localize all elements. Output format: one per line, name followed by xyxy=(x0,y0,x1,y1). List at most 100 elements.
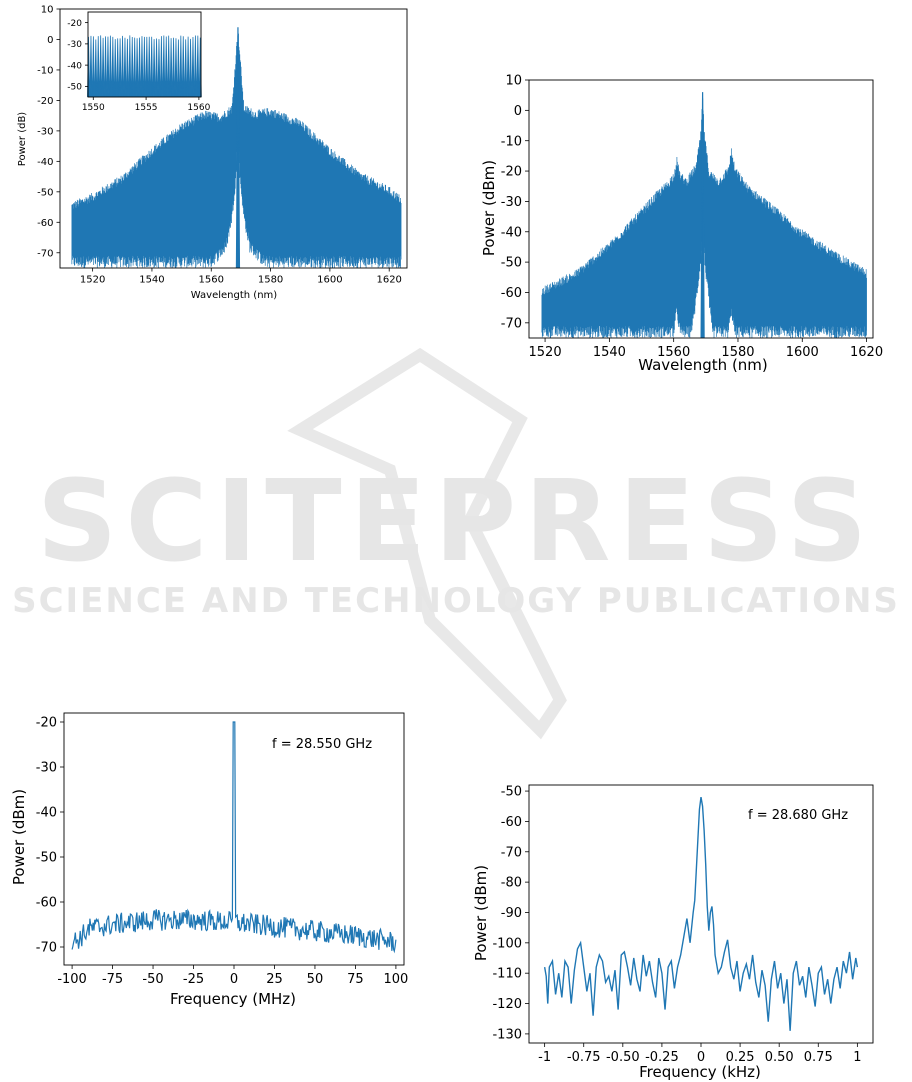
x-tick-label: -0.50 xyxy=(606,1050,640,1065)
y-tick-label: -50 xyxy=(501,785,522,800)
x-tick-label: 0 xyxy=(697,1050,705,1065)
inset-comb-series xyxy=(87,35,202,98)
x-tick-label: 1580 xyxy=(258,275,283,286)
y-tick-label: -90 xyxy=(501,906,522,921)
x-tick-label: 1600 xyxy=(786,345,819,360)
y-tick-label: -40 xyxy=(37,157,53,168)
x-tick-label: 25 xyxy=(266,972,283,987)
y-tick-label: -70 xyxy=(501,316,522,331)
x-tick-label: 0 xyxy=(230,972,238,987)
y-axis-label: Power (dBm) xyxy=(480,160,498,256)
y-tick-label: -70 xyxy=(36,941,57,956)
chart-spectrum-top-left: 1520 1540 1560 1580 1600 1620 -70 -60 -50 -40 -30 -… xyxy=(17,5,408,301)
chart-spectrum-top-right: 1520 1540 1560 1580 1600 1620 -70 -60 -50 -40 -30 -… xyxy=(480,74,883,374)
y-tick-label: 0 xyxy=(47,35,53,46)
x-tick-label: -0.75 xyxy=(567,1050,601,1065)
spectrum-series-line xyxy=(541,97,867,338)
y-tick-label: -40 xyxy=(501,225,522,240)
y-tick-label: -20 xyxy=(501,165,522,180)
y-tick-label: -60 xyxy=(501,815,522,830)
x-axis-label: Wavelength (nm) xyxy=(191,290,277,301)
y-tick-label: -50 xyxy=(67,83,82,93)
spectrum-peak xyxy=(700,92,705,338)
watermark-book-icon xyxy=(287,347,567,740)
plot-area xyxy=(71,721,397,954)
y-tick-label: -60 xyxy=(501,286,522,301)
x-axis-label: Wavelength (nm) xyxy=(638,356,768,374)
x-tick-label: 1620 xyxy=(376,275,401,286)
axis-ticks: 1520 1540 1560 1580 1600 1620 -70 -60 -50 -40 -30 -… xyxy=(501,74,883,360)
x-tick-label: 1550 xyxy=(82,103,105,113)
y-tick-label: -40 xyxy=(36,806,57,821)
y-tick-label: -30 xyxy=(36,761,57,776)
watermark-subtitle: SCIENCE AND TECHNOLOGY PUBLICATIONS xyxy=(12,581,900,621)
watermark: SCITEPRESS SCIENCE AND TECHNOLOGY PUBLIC… xyxy=(12,347,900,740)
axis-ticks: -100 -75 -50 -25 0 25 50 75 100 -70 -60 -50 -40 -30 -2… xyxy=(36,712,408,987)
x-tick-label: 50 xyxy=(307,972,324,987)
x-tick-label: 0.25 xyxy=(726,1050,755,1065)
plot-area xyxy=(541,92,867,338)
y-tick-label: -20 xyxy=(67,19,82,29)
y-tick-label: -50 xyxy=(37,187,53,198)
x-tick-label: 1620 xyxy=(850,345,883,360)
x-tick-label: 1540 xyxy=(593,345,626,360)
y-tick-label: -30 xyxy=(501,195,522,210)
y-axis-label: Power (dBm) xyxy=(472,865,490,961)
inset-chart: 1550 1555 1560 -50 -40 -30 -20 xyxy=(67,11,211,113)
x-tick-label: 1560 xyxy=(187,103,210,113)
y-tick-label: -30 xyxy=(67,40,82,50)
y-tick-label: 10 xyxy=(41,5,54,16)
y-tick-label: -70 xyxy=(37,248,53,259)
y-tick-label: -60 xyxy=(36,896,57,911)
y-tick-label: -20 xyxy=(36,716,57,731)
axis-ticks: -1 -0.75 -0.50 -0.25 0 0.25 0.50 0.75 1 -130 -120 -… xyxy=(492,784,874,1065)
rf-series-line xyxy=(543,797,859,1031)
y-tick-label: -110 xyxy=(492,967,522,982)
x-tick-label: -1 xyxy=(538,1050,551,1065)
y-tick-label: -50 xyxy=(36,851,57,866)
chart-annotation: f = 28.680 GHz xyxy=(748,808,848,823)
axes-frame xyxy=(528,784,874,1044)
y-tick-label: -40 xyxy=(67,61,82,71)
x-tick-label: 1580 xyxy=(721,345,754,360)
plot-area xyxy=(543,797,859,1031)
x-tick-label: -75 xyxy=(102,972,123,987)
chart-rf-spectrum-bottom-right: -1 -0.75 -0.50 -0.25 0 0.25 0.50 0.75 1 -130 -120 -… xyxy=(472,784,874,1081)
axes-frame xyxy=(59,8,408,269)
rf-series-line xyxy=(71,721,397,954)
x-tick-label: 1520 xyxy=(529,345,562,360)
x-tick-label: 100 xyxy=(383,972,408,987)
spectrum-series-line xyxy=(71,33,402,268)
x-tick-label: -100 xyxy=(57,972,87,987)
x-tick-label: 1 xyxy=(853,1050,861,1065)
y-tick-label: -50 xyxy=(501,256,522,271)
y-tick-label: -70 xyxy=(501,845,522,860)
x-tick-label: 1600 xyxy=(317,275,342,286)
x-tick-label: -50 xyxy=(142,972,163,987)
axis-ticks: 1520 1540 1560 1580 1600 1620 -70 -60 -50 -40 -30 -… xyxy=(37,5,408,286)
x-tick-label: 1560 xyxy=(199,275,224,286)
inset-axis-ticks: 1550 1555 1560 -50 -40 -30 -20 xyxy=(67,11,211,113)
plot-area xyxy=(71,27,402,268)
x-axis-label: Frequency (kHz) xyxy=(639,1063,761,1081)
x-tick-label: 0.50 xyxy=(765,1050,794,1065)
y-tick-label: -10 xyxy=(37,65,53,76)
y-axis-label: Power (dB) xyxy=(17,112,28,167)
y-tick-label: -80 xyxy=(501,876,522,891)
spectrum-peak xyxy=(235,27,241,268)
y-tick-label: 10 xyxy=(505,74,522,89)
x-axis-label: Frequency (MHz) xyxy=(170,990,296,1008)
y-tick-label: 0 xyxy=(514,104,522,119)
y-tick-label: -60 xyxy=(37,218,53,229)
y-axis-label: Power (dBm) xyxy=(10,789,28,885)
inset-plot-area xyxy=(87,12,202,98)
y-tick-label: -10 xyxy=(501,134,522,149)
y-tick-label: -100 xyxy=(492,936,522,951)
x-tick-label: 1560 xyxy=(657,345,690,360)
chart-rf-spectrum-bottom-left: -100 -75 -50 -25 0 25 50 75 100 -70 -60 -50 -40 -30 -2… xyxy=(10,712,408,1008)
x-tick-label: -25 xyxy=(183,972,204,987)
x-tick-label: 1555 xyxy=(135,103,158,113)
x-tick-label: -0.25 xyxy=(645,1050,679,1065)
y-tick-label: -20 xyxy=(37,96,53,107)
